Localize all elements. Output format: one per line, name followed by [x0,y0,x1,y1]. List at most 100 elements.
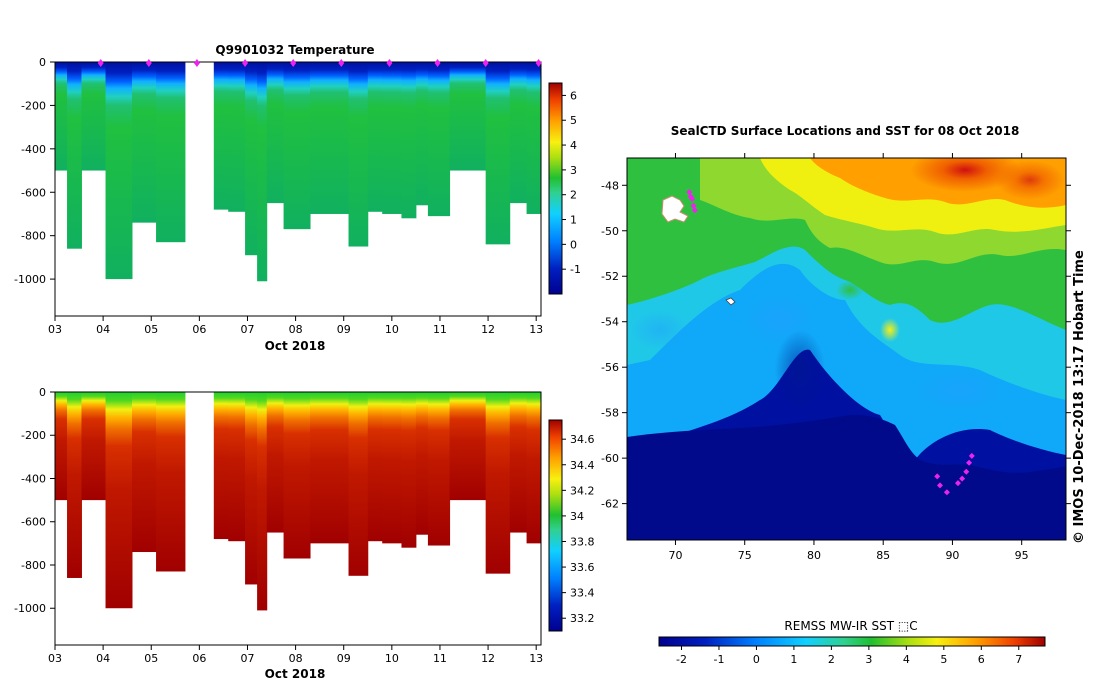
sst-map-title: SealCTD Surface Locations and SST for 08… [671,124,1020,138]
temperature-station-marker [482,59,489,67]
salinity-profile-3 [105,392,133,609]
sst-colorbar [658,636,1046,647]
salinity-profile-10 [266,392,285,533]
temperature-station-marker [386,59,393,67]
seal-location-point [968,452,975,459]
salinity-x-ticks: 03 04 05 06 07 08 09 10 11 12 13 [48,645,543,665]
sst-colorbar-tick-label: -2 [676,653,687,666]
salinity-profile-22 [526,392,542,544]
sst-colorbar-tick-label: 4 [903,653,910,666]
temperature-profile-4 [131,62,157,223]
salinity-y-tick-label: -600 [21,516,46,529]
salinity-profile-2 [81,392,107,501]
temperature-profile-9 [257,62,268,282]
salinity-x-tick-label: 04 [96,652,110,665]
salinity-colorbar-ticks: 34.6 34.4 34.2 34 33.8 33.6 33.4 33.2 [562,433,595,625]
salinity-x-tick-label: 05 [144,652,158,665]
temperature-colorbar-tick-label: 2 [570,189,577,202]
salinity-x-tick-label: 03 [48,652,62,665]
temperature-profile-10 [266,62,285,204]
temperature-x-tick-label: 12 [481,323,495,336]
salinity-y-tick-label: 0 [39,386,46,399]
salinity-x-tick-label: 06 [192,652,206,665]
salinity-profile-13 [348,392,369,576]
salinity-profile-14 [367,392,383,542]
temperature-station-marker [290,59,297,67]
temperature-profile-2 [81,62,107,171]
temperature-station-marker [145,59,152,67]
temperature-profile-1 [67,62,82,249]
temperature-profile-14 [367,62,383,212]
salinity-profile-15 [382,392,402,544]
salinity-profile-21 [509,392,528,533]
sst-map-x-tick-label: 95 [1015,549,1029,562]
seal-location-point [934,473,941,480]
sst-map-x-tick-label: 90 [945,549,959,562]
sst-map-panel: SealCTD Surface Locations and SST for 08… [601,124,1087,666]
temperature-x-tick-label: 09 [337,323,351,336]
sst-map-x-tick-label: 85 [876,549,890,562]
temperature-colorbar-tick-label: 5 [570,114,577,127]
sst-map-x-tick-label: 80 [807,549,821,562]
salinity-colorbar-tick-label: 33.4 [570,587,595,600]
temperature-profile-12 [310,62,350,214]
temperature-profile-6 [213,62,229,210]
salinity-x-tick-label: 11 [433,652,447,665]
imos-credit: © IMOS 10-Dec-2018 13:17 Hobart Time [1072,250,1087,544]
salinity-y-ticks: 0 -200 -400 -600 -800 -1000 [14,386,55,615]
temperature-profile-5 [156,62,186,243]
salinity-profile-19 [449,392,487,501]
temperature-y-tick-label: -800 [21,230,46,243]
temperature-colorbar-tick-label: -1 [570,263,581,276]
temperature-station-marker [97,59,104,67]
seal-location-point [954,480,961,487]
salinity-colorbar-tick-label: 33.8 [570,535,595,548]
temperature-profile-11 [283,62,311,230]
seal-location-point [966,459,973,466]
sst-map-y-ticks: -48 -50 -52 -54 -56 -58 -60 -62 [601,179,1071,511]
temperature-station-marker [434,59,441,67]
seal-location-point [686,189,693,196]
sst-colorbar-tick-label: 7 [1015,653,1022,666]
temperature-x-ticks: 03 04 05 06 07 08 09 10 11 12 13 [48,316,543,336]
salinity-profile-11 [283,392,311,559]
temperature-station-marker [193,59,200,67]
temperature-profile-20 [485,62,511,245]
sst-colorbar-tick-label: 1 [790,653,797,666]
temperature-profile-22 [526,62,542,214]
salinity-colorbar-tick-label: 34.6 [570,433,595,446]
seal-location-point [959,475,966,482]
temperature-station-markers [97,59,542,67]
salinity-x-tick-label: 08 [289,652,303,665]
salinity-profile-4 [131,392,157,553]
temperature-y-tick-label: -400 [21,143,46,156]
salinity-y-tick-label: -200 [21,429,46,442]
salinity-panel: 0 -200 -400 -600 -800 -1000 03 04 05 06 07 08 09 10 1… [14,386,594,681]
salinity-profile-18 [427,392,451,546]
temperature-profile-3 [105,62,133,280]
temperature-y-tick-label: -600 [21,186,46,199]
seal-location-point [687,193,694,200]
sst-colorbar-label: REMSS MW-IR SST ⬚C [784,619,917,633]
sst-map-x-tick-label: 75 [738,549,752,562]
seal-location-point [691,207,698,214]
temperature-y-tick-label: -200 [21,99,46,112]
temperature-colorbar [548,82,563,295]
temperature-colorbar-tick-label: 3 [570,164,577,177]
temperature-station-marker [242,59,249,67]
temperature-profile-16 [401,62,417,219]
temperature-station-marker [535,59,542,67]
sst-colorbar-tick-label: 6 [978,653,985,666]
seal-location-point [963,468,970,475]
sst-field [627,158,1066,540]
temperature-x-tick-label: 03 [48,323,62,336]
salinity-colorbar-tick-label: 34.4 [570,459,595,472]
sst-colorbar-tick-label: 2 [828,653,835,666]
temperature-profile-0 [55,62,68,171]
temperature-station-marker [338,59,345,67]
salinity-profile-6 [213,392,229,540]
salinity-profile-20 [485,392,511,574]
sst-map-y-tick-label: -54 [601,316,619,329]
salinity-colorbar-tick-label: 34.2 [570,484,595,497]
temperature-y-tick-label: -1000 [14,273,46,286]
